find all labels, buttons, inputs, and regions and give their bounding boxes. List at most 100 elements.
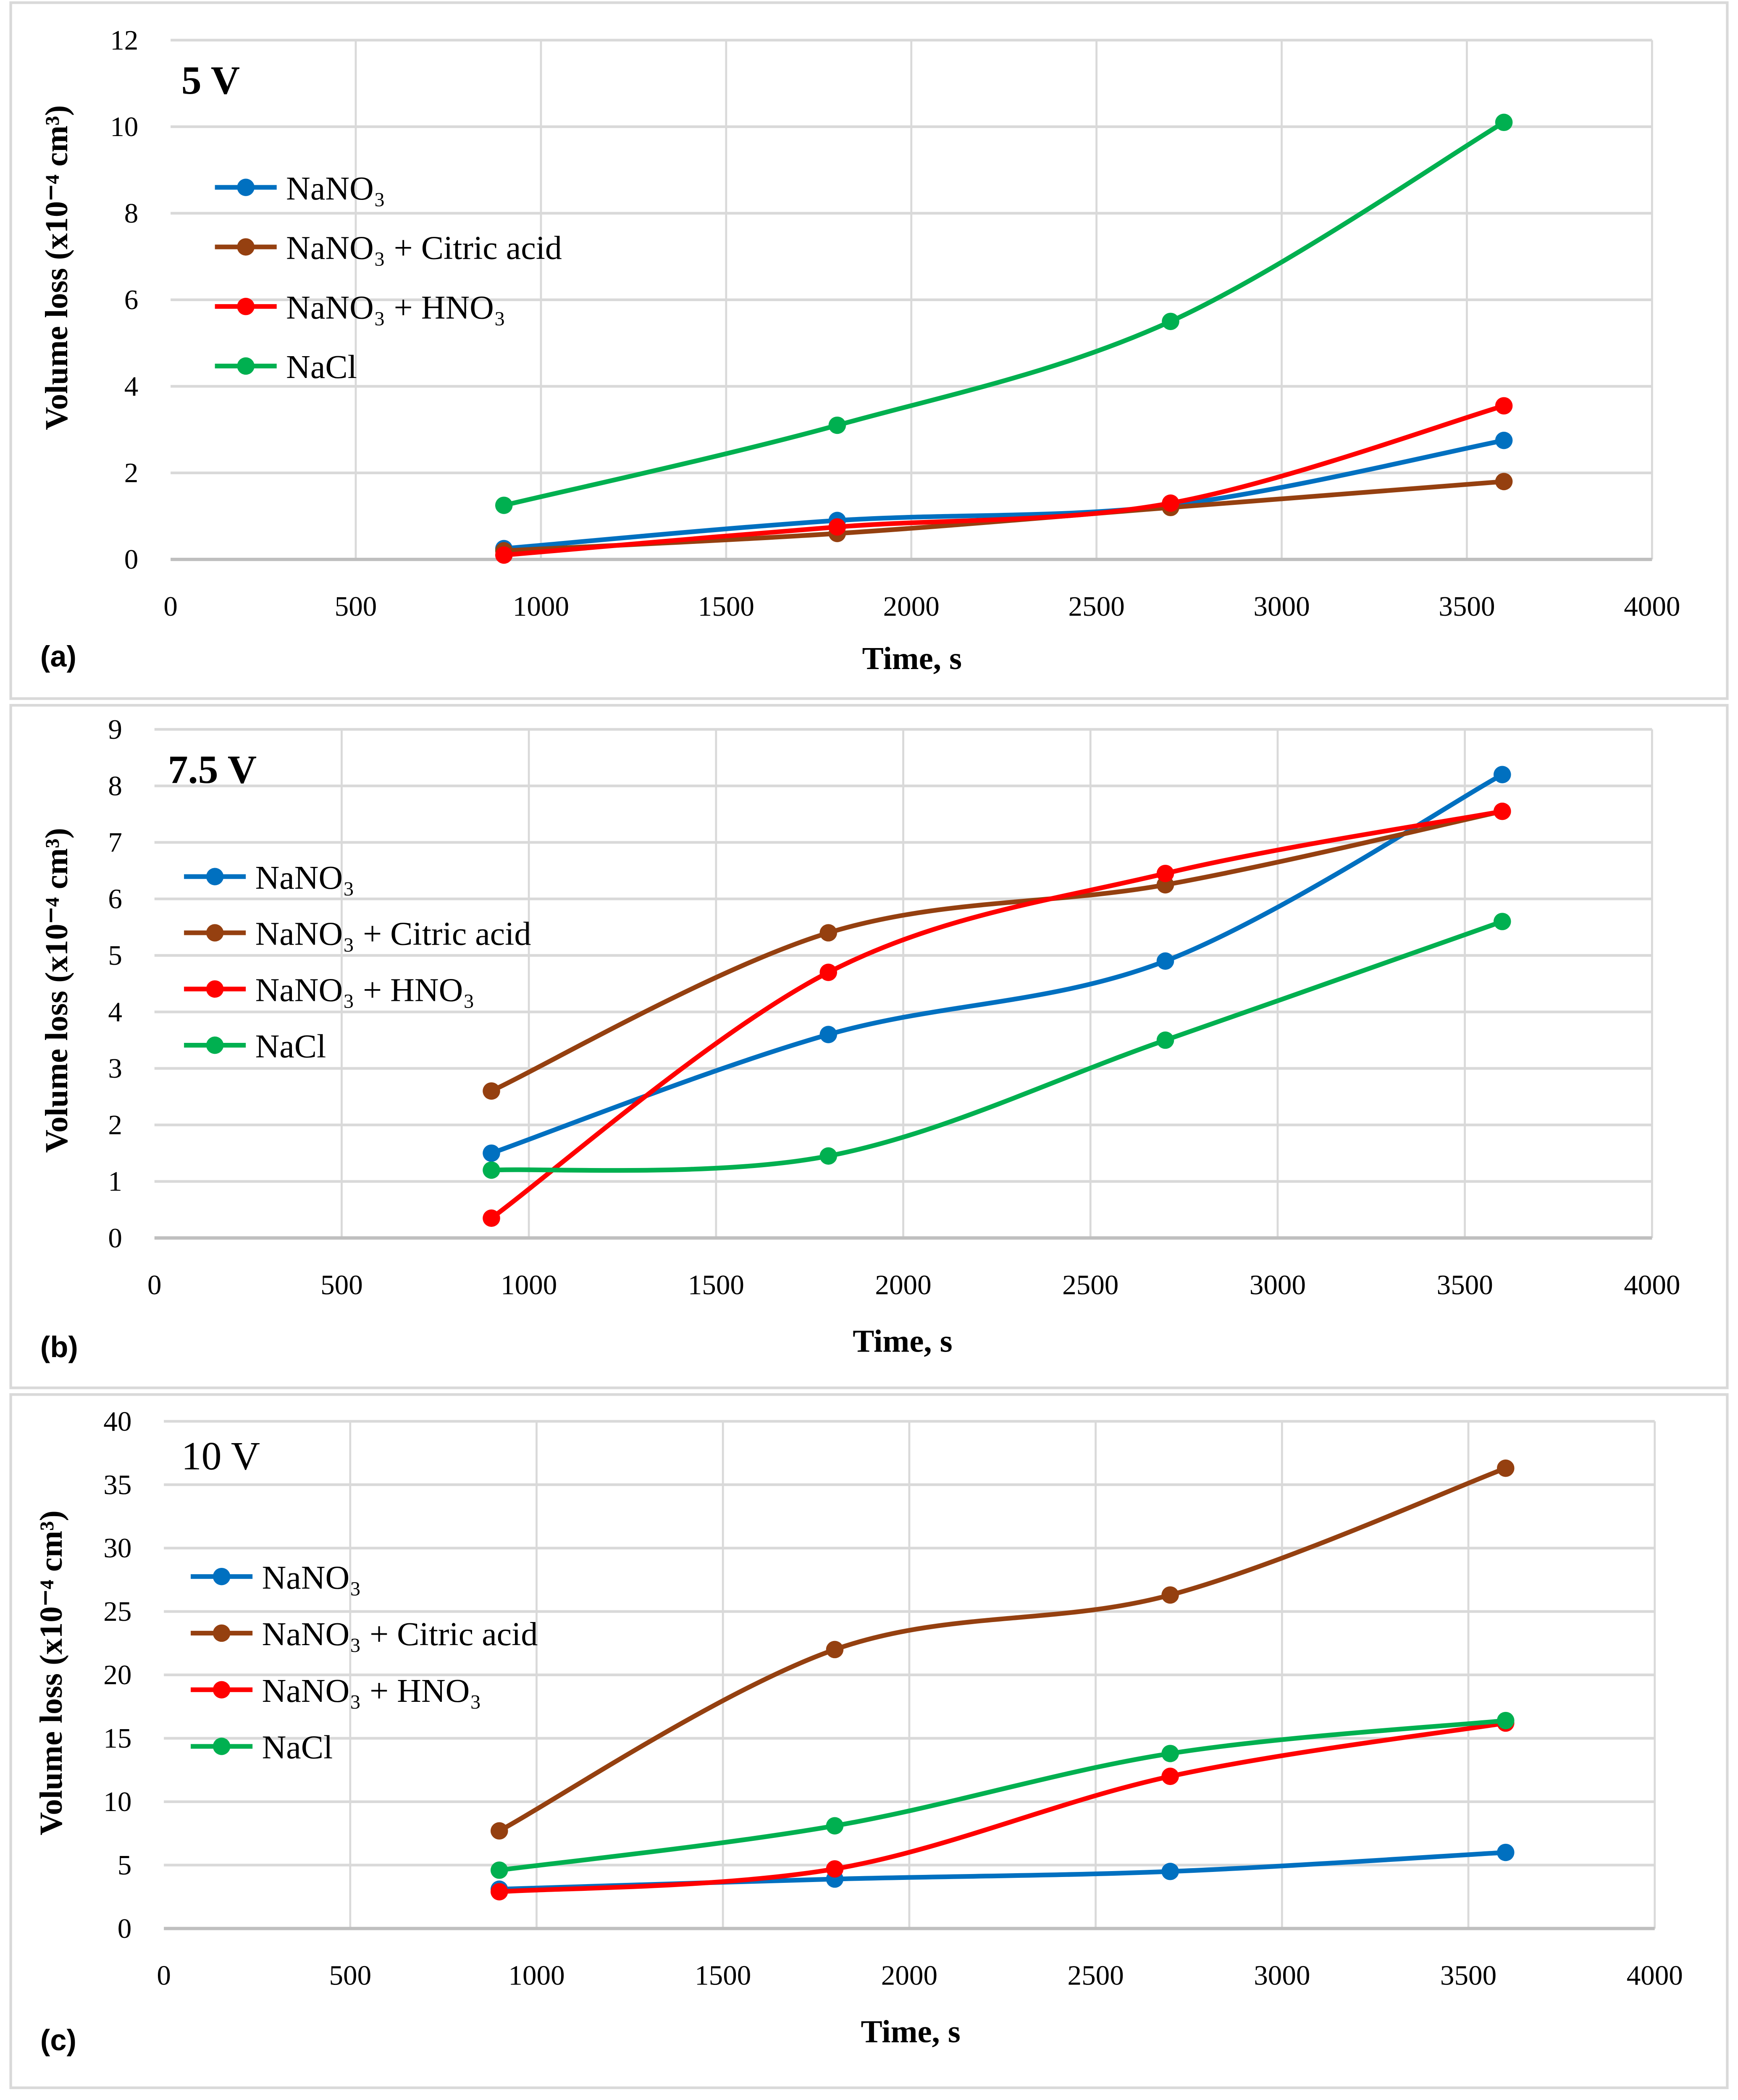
chart-panel-2: 0 500 1000 1500 2000 2500 3000 3500 4000 0 1 2 3 4 5 6 7… <box>9 704 1729 1389</box>
chart-title: 5 V <box>181 58 240 102</box>
data-point-HNO3 <box>826 1860 844 1878</box>
x-tick-label: 1500 <box>695 1960 751 1991</box>
x-tick-label: 2500 <box>1068 591 1124 622</box>
legend-marker-NaNO3 <box>237 178 255 196</box>
x-tick-label: 4000 <box>1624 591 1680 622</box>
legend-label: NaNO₃ + Citric acid <box>286 230 562 267</box>
y-tick-label: 40 <box>103 1406 131 1437</box>
data-point-Citric <box>1496 1460 1515 1477</box>
y-tick-label: 15 <box>103 1723 131 1754</box>
data-point-NaNO3 <box>1495 431 1513 449</box>
y-tick-label: 8 <box>124 198 139 229</box>
data-point-Citric <box>483 1082 500 1100</box>
x-tick-label: 3000 <box>1253 591 1310 622</box>
data-point-NaCl <box>495 496 513 514</box>
legend-label: NaCl <box>255 1028 326 1065</box>
x-tick-label: 500 <box>320 1269 363 1300</box>
data-point-HNO3 <box>819 963 837 981</box>
chart-title: 10 V <box>181 1434 260 1478</box>
x-tick-label: 4000 <box>1627 1960 1683 1991</box>
legend-label: NaNO₃ + Citric acid <box>255 916 531 953</box>
x-tick-label: 2000 <box>881 1960 937 1991</box>
data-point-HNO3 <box>1493 802 1511 820</box>
x-tick-label: 0 <box>157 1960 171 1991</box>
y-tick-label: 5 <box>118 1850 132 1881</box>
y-tick-label: 12 <box>110 25 138 56</box>
data-point-NaCl <box>491 1861 508 1879</box>
y-tick-label: 2 <box>108 1110 122 1141</box>
data-point-HNO3 <box>1162 494 1179 512</box>
x-tick-label: 1500 <box>698 591 754 622</box>
data-point-HNO3 <box>495 546 513 564</box>
data-point-NaNO3 <box>483 1144 500 1162</box>
legend-marker-NaNO3 <box>206 868 224 885</box>
series-line-NaNO3 <box>491 772 1504 1155</box>
data-point-NaCl <box>826 1817 844 1835</box>
legend-label: NaCl <box>286 349 357 386</box>
x-tick-label: 1500 <box>688 1269 744 1300</box>
data-point-NaNO3 <box>1161 1863 1179 1880</box>
y-axis-label: Volume loss (x10⁻⁴ cm³) <box>39 828 74 1153</box>
y-tick-label: 5 <box>108 940 122 971</box>
data-point-NaCl <box>828 416 846 434</box>
x-axis-label: Time, s <box>853 1323 952 1359</box>
legend-marker-NaNO3 <box>213 1567 231 1586</box>
x-tick-label: 3500 <box>1440 1960 1496 1991</box>
y-tick-label: 6 <box>108 884 122 915</box>
series-line-Citric <box>490 809 1503 1093</box>
series-line-HNO3 <box>504 403 1505 558</box>
y-tick-label: 4 <box>108 997 122 1028</box>
data-point-NaNO3 <box>1156 952 1174 970</box>
x-tick-label: 1000 <box>513 591 569 622</box>
legend-marker-HNO3 <box>206 980 224 998</box>
data-point-NaNO3 <box>1493 766 1511 783</box>
legend-label: NaCl <box>262 1729 333 1766</box>
series-line-NaNO3 <box>504 438 1504 551</box>
panel-label: (b) <box>40 1330 78 1363</box>
data-point-Citric <box>1161 1586 1179 1604</box>
x-tick-label: 0 <box>147 1269 162 1300</box>
x-tick-label: 0 <box>163 591 178 622</box>
legend-label: NaNO₃ + HNO₃ <box>286 289 506 326</box>
y-tick-label: 7 <box>108 827 122 858</box>
chart-title: 7.5 V <box>168 747 257 792</box>
y-axis-label: Volume loss (x10⁻⁴ cm³) <box>33 1510 69 1835</box>
y-tick-label: 25 <box>103 1596 131 1627</box>
data-point-NaCl <box>1156 1031 1174 1049</box>
y-tick-label: 2 <box>124 457 139 488</box>
y-tick-label: 6 <box>124 284 139 315</box>
x-tick-label: 1000 <box>501 1269 557 1300</box>
series-line-NaCl <box>499 1718 1506 1873</box>
legend-marker-Citric <box>206 924 224 942</box>
data-point-HNO3 <box>483 1209 500 1227</box>
x-tick-label: 3500 <box>1437 1269 1493 1300</box>
y-tick-label: 8 <box>108 771 122 802</box>
data-point-NaCl <box>819 1147 837 1165</box>
data-point-Citric <box>491 1822 508 1840</box>
data-point-HNO3 <box>828 518 846 536</box>
panel-label: (c) <box>40 2024 76 2057</box>
data-point-Citric <box>819 924 837 942</box>
legend-marker-HNO3 <box>213 1681 231 1698</box>
data-point-NaNO3 <box>819 1026 837 1043</box>
data-point-NaCl <box>1495 113 1513 131</box>
series-line-NaCl <box>491 919 1503 1173</box>
legend-label: NaNO₃ <box>255 859 355 896</box>
y-tick-label: 20 <box>103 1659 131 1690</box>
panel-frame <box>9 1393 1729 2090</box>
data-point-Citric <box>1495 472 1513 491</box>
y-tick-label: 0 <box>108 1223 122 1254</box>
x-axis-label: Time, s <box>862 640 962 676</box>
y-tick-label: 9 <box>108 714 122 745</box>
y-tick-label: 10 <box>103 1786 131 1817</box>
series-line-NaCl <box>503 120 1505 508</box>
legend-label: NaNO₃ + HNO₃ <box>255 972 475 1009</box>
legend-label: NaNO₃ + Citric acid <box>262 1616 538 1653</box>
data-point-HNO3 <box>1495 397 1513 415</box>
x-tick-label: 2000 <box>875 1269 931 1300</box>
legend-marker-Citric <box>237 238 255 256</box>
legend-marker-NaCl <box>213 1738 231 1755</box>
y-tick-label: 35 <box>103 1469 131 1500</box>
legend-label: NaNO₃ + HNO₃ <box>262 1672 482 1709</box>
